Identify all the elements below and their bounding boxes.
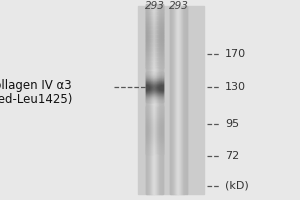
Text: 95: 95	[225, 119, 239, 129]
Text: 170: 170	[225, 49, 246, 59]
Text: (kD): (kD)	[225, 181, 249, 191]
Text: 293: 293	[169, 1, 188, 11]
Text: Collagen IV α3: Collagen IV α3	[0, 79, 72, 92]
Bar	[138, 6, 204, 194]
Text: 72: 72	[225, 151, 239, 161]
Text: 130: 130	[225, 82, 246, 92]
Text: (Cleaved-Leu1425): (Cleaved-Leu1425)	[0, 92, 72, 106]
Text: 293: 293	[145, 1, 164, 11]
